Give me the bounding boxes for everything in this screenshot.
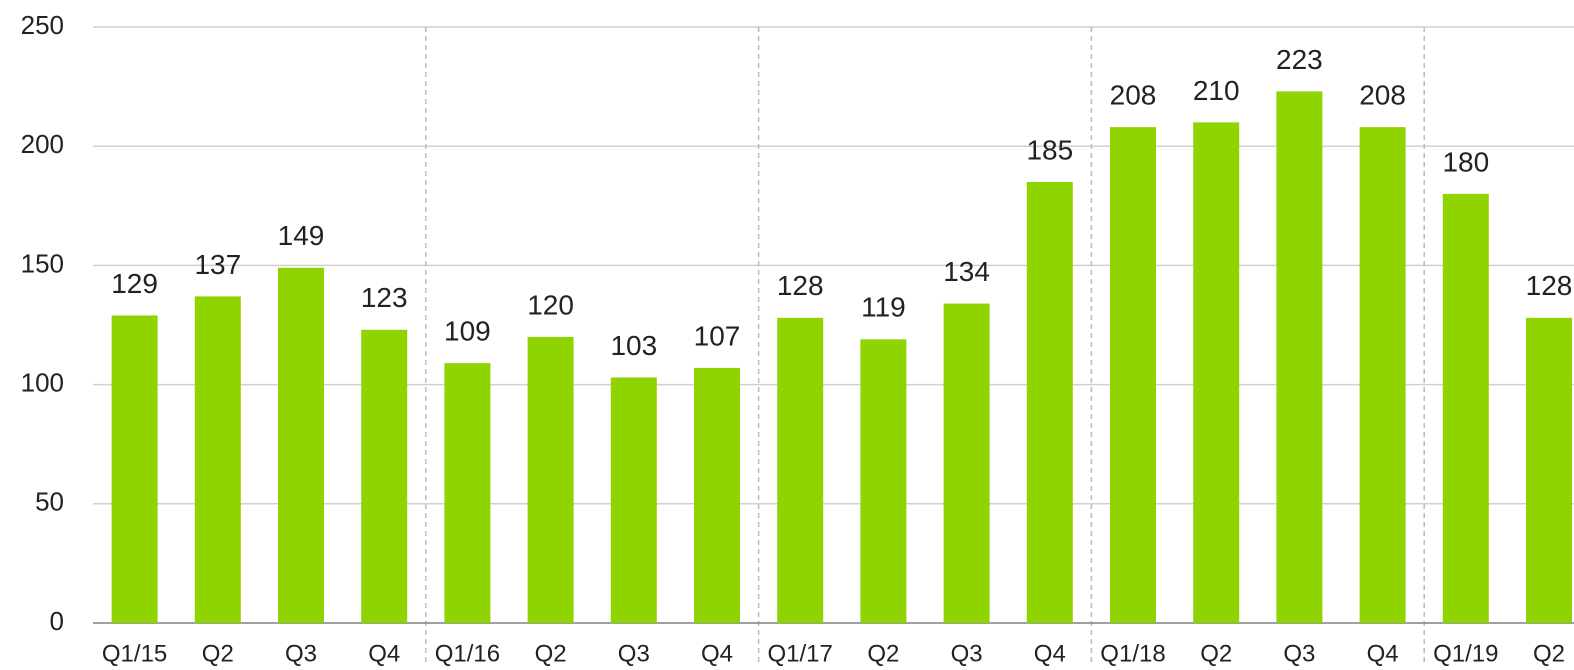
x-tick-label: Q1/17 [768,640,833,667]
y-tick-label: 100 [21,367,64,397]
x-tick-label: Q3 [1283,640,1315,667]
value-label: 149 [278,220,325,251]
x-tick-label: Q4 [1034,640,1066,667]
bar [610,377,657,623]
x-tick-label: Q1/16 [435,640,500,667]
value-label: 210 [1193,75,1240,106]
value-label: 123 [361,282,408,313]
value-label: 119 [861,292,906,323]
x-tick-label: Q3 [618,640,650,667]
bar [194,296,241,623]
bar [694,367,740,623]
bar [1359,127,1406,624]
bar [111,315,158,623]
value-label: 109 [444,316,491,347]
value-label: 129 [111,268,158,299]
bar [943,303,990,623]
x-tick-label: Q4 [368,640,400,667]
bar [444,363,491,623]
y-tick-label: 50 [35,487,64,517]
x-tick-label: Q2 [867,640,899,667]
bar [1193,122,1240,624]
x-tick-label: Q2 [202,640,234,667]
bar [1526,317,1572,623]
x-tick-label: Q4 [701,640,733,667]
x-tick-label: Q2 [1533,640,1565,667]
value-label: 223 [1276,44,1323,75]
y-tick-label: 0 [50,606,64,636]
bar [1026,181,1073,623]
y-tick-label: 200 [21,129,64,159]
value-label: 128 [777,270,824,301]
value-label: 103 [610,330,657,361]
bar [1276,91,1323,624]
x-tick-label: Q1/15 [102,640,167,667]
bar [777,317,824,623]
bar [860,339,907,623]
bar [278,267,324,623]
y-tick-label: 250 [21,10,64,40]
value-label: 208 [1359,80,1406,111]
x-tick-label: Q3 [285,640,317,667]
value-label: 185 [1026,134,1073,165]
x-tick-label: Q2 [1200,640,1232,667]
bar [361,329,408,623]
value-label: 137 [194,249,241,280]
bar [527,336,574,623]
y-tick-label: 150 [21,248,64,278]
value-label: 107 [694,320,741,351]
x-tick-label: Q1/19 [1433,640,1498,667]
value-label: 128 [1526,270,1573,301]
x-tick-label: Q1/18 [1100,640,1165,667]
value-label: 208 [1110,80,1157,111]
bar [1442,193,1489,623]
value-label: 134 [943,256,990,287]
x-tick-label: Q3 [951,640,983,667]
bar [1110,127,1156,624]
value-label: 180 [1442,146,1489,177]
value-label: 120 [527,289,574,320]
x-tick-label: Q4 [1367,640,1399,667]
x-tick-label: Q2 [535,640,567,667]
